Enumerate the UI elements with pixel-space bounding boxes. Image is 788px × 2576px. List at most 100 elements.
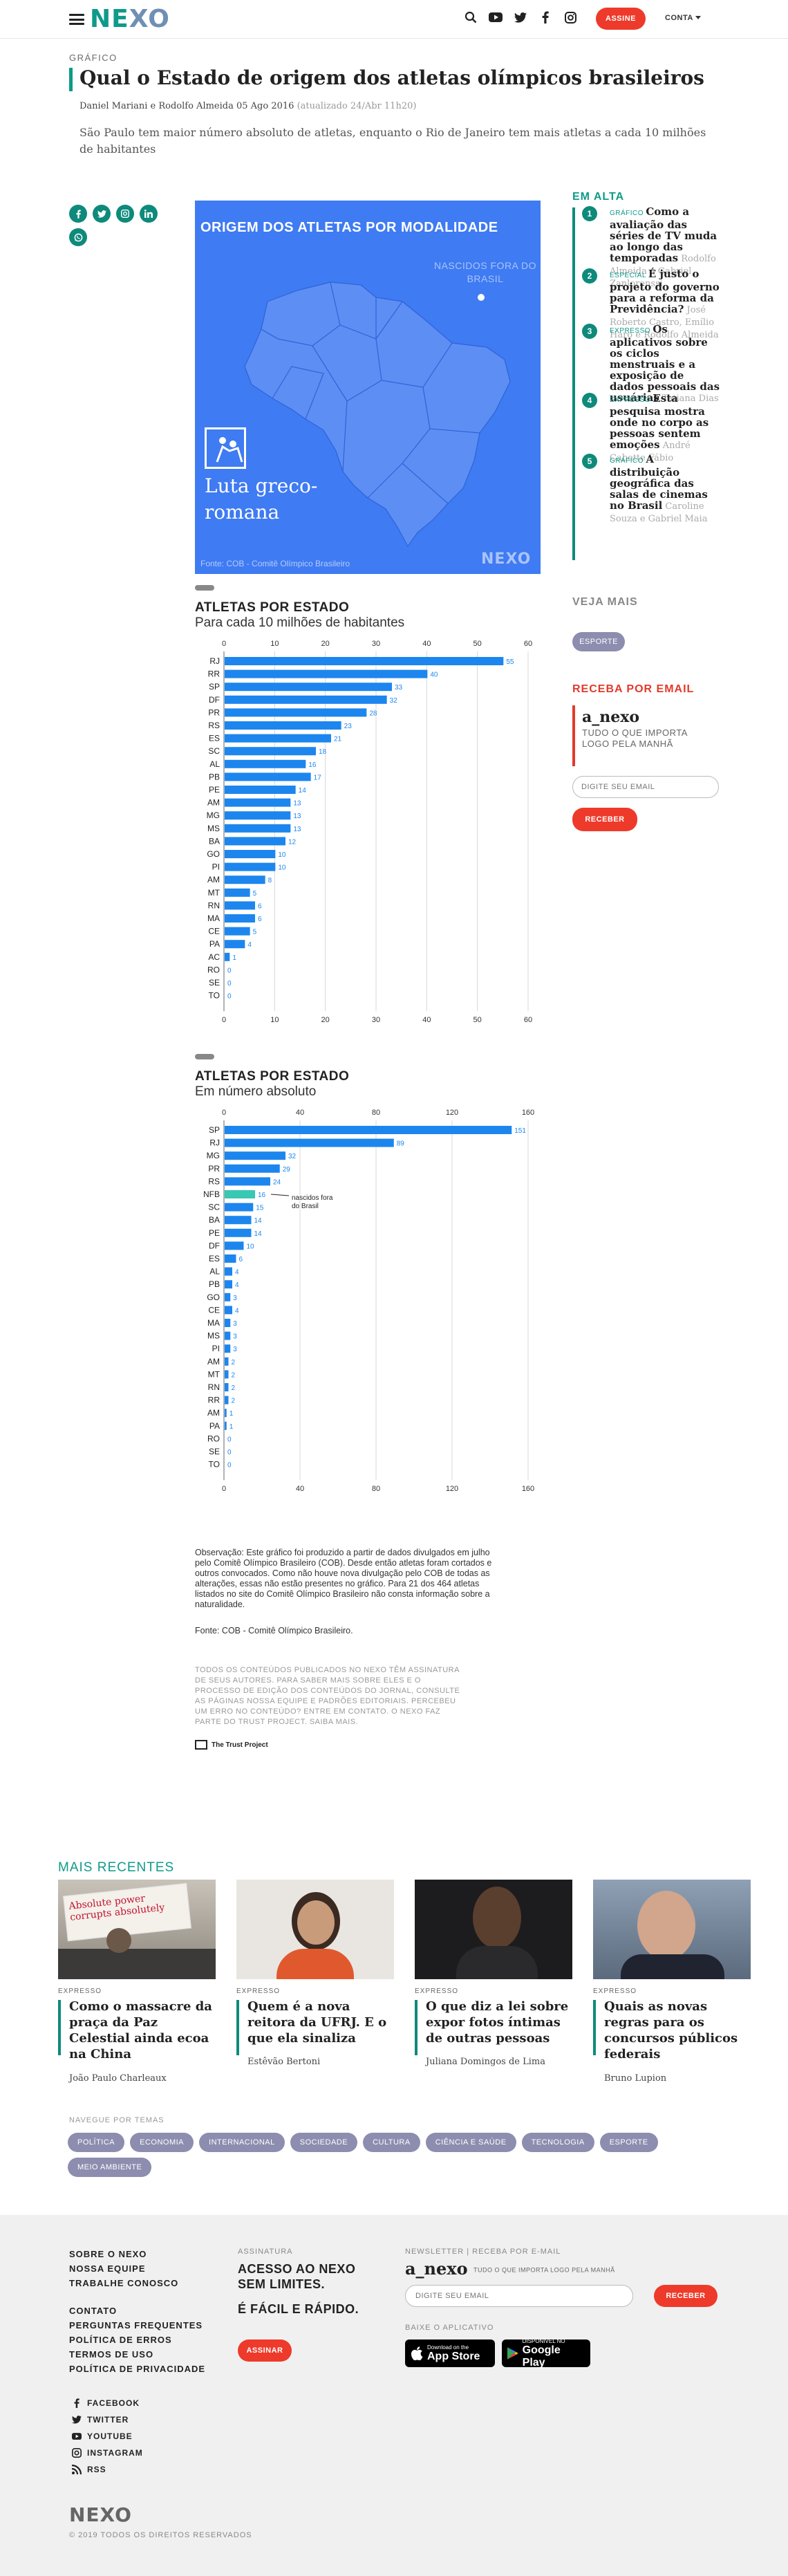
- category-label: PE: [209, 1228, 220, 1238]
- share-facebook-icon[interactable]: [69, 205, 87, 223]
- cob-link[interactable]: COB: [221, 1626, 241, 1636]
- theme-tecnologia[interactable]: TECNOLOGIA: [521, 2133, 594, 2152]
- trust-project-logo[interactable]: The Trust Project: [195, 1740, 268, 1750]
- search-icon[interactable]: [463, 10, 478, 25]
- bar: [225, 1203, 254, 1212]
- data-label: 21: [334, 736, 342, 743]
- footer-link-termos-de-uso[interactable]: TERMOS DE USO: [69, 2349, 154, 2360]
- recent-bar-1: [58, 2000, 61, 2055]
- menu-icon[interactable]: [69, 14, 84, 25]
- footer-link-contato[interactable]: CONTATO: [69, 2306, 118, 2316]
- article-kicker[interactable]: GRÁFICO: [69, 53, 118, 63]
- share-linkedin-icon[interactable]: [140, 205, 158, 223]
- rss-icon: [72, 2465, 82, 2474]
- share-instagram-icon[interactable]: [116, 205, 134, 223]
- youtube-icon[interactable]: [488, 10, 503, 25]
- trending-text: GRÁFICO A distribuição geográfica das sa…: [610, 454, 720, 525]
- data-label: 4: [235, 1281, 239, 1289]
- contato-link[interactable]: ENTRE EM CONTATO: [303, 1707, 387, 1716]
- recent-headline-1: Como o massacre da praça da Paz Celestia…: [69, 1999, 212, 2061]
- theme-meio-ambiente[interactable]: MEIO AMBIENTE: [68, 2158, 152, 2177]
- share-twitter-icon[interactable]: [93, 205, 111, 223]
- recent-card-4[interactable]: EXPRESSO Quais as novas regras para os c…: [593, 1880, 751, 2084]
- share-buttons: [69, 205, 159, 246]
- bar: [225, 888, 250, 897]
- bar: [225, 1344, 231, 1353]
- footer-link-trabalhe-conosco[interactable]: TRABALHE CONOSCO: [69, 2278, 179, 2288]
- chart-1-subheading: Para cada 10 milhões de habitantes: [195, 615, 405, 630]
- x-tick-label-top: 20: [321, 640, 330, 648]
- site-logo[interactable]: NEXO: [90, 5, 170, 33]
- newsletter-bar: [572, 705, 575, 766]
- theme-internacional[interactable]: INTERNACIONAL: [199, 2133, 285, 2152]
- instagram-icon[interactable]: [563, 10, 578, 25]
- category-label: SC: [208, 1203, 220, 1212]
- saiba-mais-link[interactable]: SAIBA MAIS: [309, 1718, 356, 1726]
- category-label: PI: [212, 1344, 220, 1353]
- theme-esporte[interactable]: ESPORTE: [599, 2133, 658, 2152]
- theme-politica[interactable]: POLÍTICA: [68, 2133, 125, 2152]
- footer-social-rss[interactable]: RSS: [72, 2465, 106, 2474]
- data-label: 1: [229, 1410, 234, 1418]
- app-store-button[interactable]: Download on the App Store: [405, 2339, 495, 2367]
- data-label: 0: [227, 1462, 232, 1470]
- padroes-editoriais-link[interactable]: PADRÕES EDITORIAIS: [318, 1697, 406, 1705]
- recent-card-2[interactable]: EXPRESSO Quem é a nova reitora da UFRJ. …: [236, 1880, 394, 2067]
- see-more-heading: VEJA MAIS: [572, 596, 638, 608]
- footer-link-sobre-o-nexo[interactable]: SOBRE O NEXO: [69, 2249, 147, 2259]
- footer-social-facebook[interactable]: FACEBOOK: [72, 2398, 140, 2408]
- recent-card-3[interactable]: EXPRESSO O que diz a lei sobre expor fot…: [415, 1880, 572, 2067]
- data-label: 0: [227, 1436, 232, 1443]
- theme-economia[interactable]: ECONOMIA: [130, 2133, 194, 2152]
- share-whatsapp-icon[interactable]: [69, 228, 87, 246]
- data-label: 2: [232, 1398, 236, 1405]
- sidebar-receber-button[interactable]: RECEBER: [572, 808, 637, 831]
- category-label: RN: [208, 1382, 220, 1392]
- subscription-caption: ASSINATURA: [238, 2248, 293, 2256]
- bar: [225, 837, 285, 846]
- theme-sociedade[interactable]: SOCIEDADE: [290, 2133, 358, 2152]
- footer-logo[interactable]: NEXO: [69, 2503, 132, 2526]
- footer-social-twitter[interactable]: TWITTER: [72, 2415, 129, 2425]
- category-label: PR: [208, 707, 220, 717]
- twitter-icon[interactable]: [513, 10, 528, 25]
- footer-receber-button[interactable]: RECEBER: [654, 2285, 717, 2307]
- footer-social-youtube[interactable]: YOUTUBE: [72, 2431, 133, 2441]
- footer-social-instagram[interactable]: INSTAGRAM: [72, 2448, 143, 2458]
- footer-link-nossa-equipe[interactable]: NOSSA EQUIPE: [69, 2263, 146, 2274]
- chart-observation: Observação: Este gráfico foi produzido a…: [195, 1548, 492, 1609]
- footer-email-input[interactable]: [405, 2285, 633, 2307]
- theme-ciencia-e-saude[interactable]: CIÊNCIA E SAÚDE: [425, 2133, 516, 2152]
- chart-source: Fonte: COB - Comitê Olímpico Brasileiro.: [195, 1626, 353, 1636]
- bar: [225, 708, 367, 717]
- tag-esporte[interactable]: ESPORTE: [572, 632, 625, 651]
- recent-card-1[interactable]: Absolute power corrupts absolutely EXPRE…: [58, 1880, 216, 2084]
- account-link[interactable]: CONTA: [665, 14, 701, 22]
- x-tick-label-bottom: 30: [372, 1016, 380, 1024]
- data-label: 4: [247, 941, 252, 949]
- recent-bar-2: [236, 2000, 239, 2055]
- footer-link-politica-de-erros[interactable]: POLÍTICA DE ERROS: [69, 2335, 172, 2345]
- google-play-button[interactable]: DISPONÍVEL NO Google Play: [502, 2338, 590, 2369]
- category-label: RO: [207, 965, 220, 974]
- category-label: MA: [207, 1318, 220, 1328]
- assinar-button[interactable]: ASSINAR: [238, 2339, 292, 2362]
- subscribe-button[interactable]: ASSINE: [596, 8, 646, 30]
- app-store-label: App Store: [427, 2350, 480, 2362]
- trending-headline: Os aplicativos sobre os ciclos menstruai…: [610, 323, 720, 404]
- x-tick-label-top: 60: [524, 640, 532, 648]
- editorial-notice: TODOS OS CONTEÚDOS PUBLICADOS NO NEXO TÊ…: [195, 1666, 460, 1726]
- data-label: 14: [254, 1230, 263, 1238]
- footer-link-perguntas-frequentes[interactable]: PERGUNTAS FREQUENTES: [69, 2320, 203, 2331]
- x-tick-label-bottom: 50: [473, 1016, 482, 1024]
- facebook-icon[interactable]: [538, 10, 553, 25]
- theme-cultura[interactable]: CULTURA: [363, 2133, 420, 2152]
- sidebar-email-input[interactable]: [572, 776, 719, 798]
- chart-1-heading: ATLETAS POR ESTADO: [195, 600, 350, 615]
- category-label: PE: [209, 785, 220, 795]
- sport-map-card[interactable]: ORIGEM DOS ATLETAS POR MODALIDADE NASCID…: [195, 201, 541, 574]
- nossa-equipe-link[interactable]: NOSSA EQUIPE: [247, 1697, 308, 1705]
- footer-link-politica-de-privacidade[interactable]: POLÍTICA DE PRIVACIDADE: [69, 2364, 206, 2374]
- newsletter-heading: RECEBA POR EMAIL: [572, 683, 695, 695]
- data-label: 1: [229, 1423, 234, 1431]
